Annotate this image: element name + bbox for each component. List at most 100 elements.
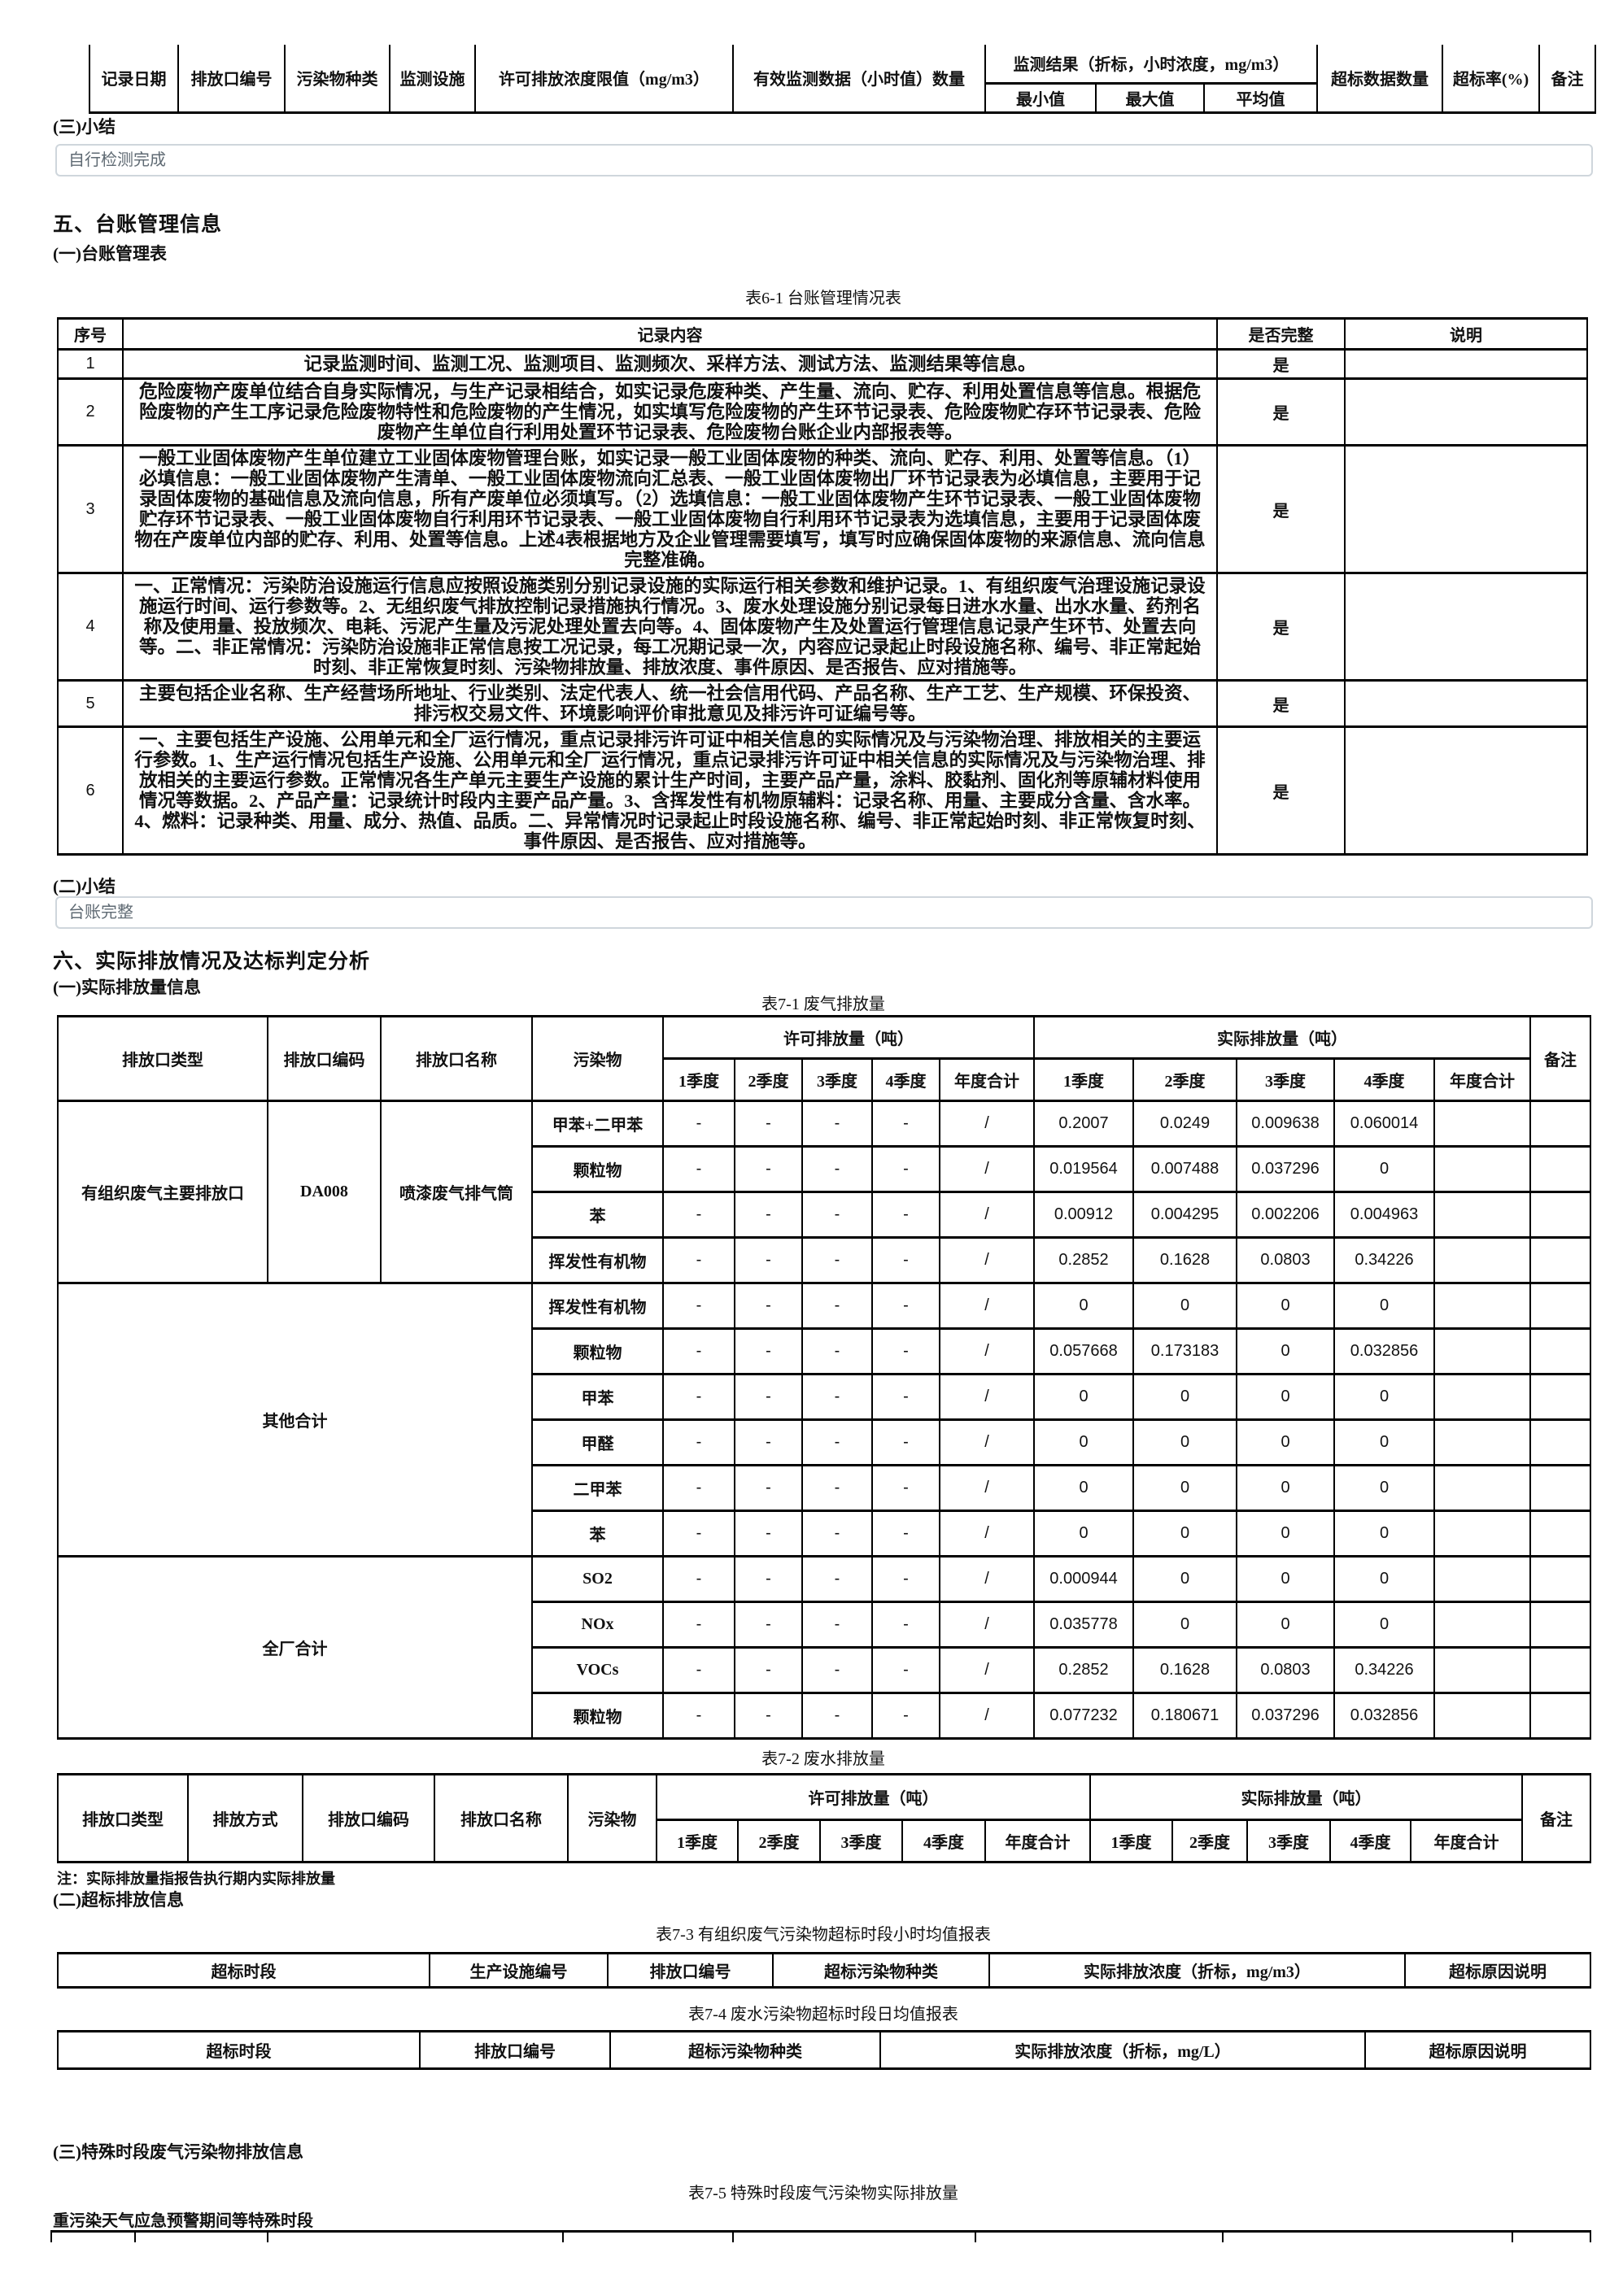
- cell: -: [662, 1236, 735, 1284]
- cell: 二甲苯: [531, 1464, 664, 1512]
- table-row: 1 记录监测时间、监测工况、监测项目、监测频次、采样方法、测试方法、监测结果等信息…: [57, 348, 1588, 380]
- header-cell: 最大值: [1095, 81, 1205, 114]
- cell: [1433, 1601, 1531, 1649]
- cell: 挥发性有机物: [531, 1236, 664, 1284]
- header-cell: 超标污染物种类: [772, 1952, 990, 1989]
- header-cell: 年度合计: [1410, 1819, 1523, 1863]
- cell: [1529, 1236, 1591, 1284]
- cell: 3: [57, 444, 124, 574]
- header-cell: 排放口编码: [267, 1015, 382, 1102]
- cell: /: [939, 1555, 1035, 1603]
- cell: 0.000944: [1033, 1555, 1134, 1603]
- cell: [1433, 1418, 1531, 1466]
- header-cell: 备注: [1538, 45, 1596, 114]
- gas-exceedance-hourly-table-grid: 超标时段 生产设施编号 排放口编号 超标污染物种类 实际排放浓度（折标，mg/m3） 超标…: [57, 1952, 1591, 1989]
- table-row: 序号 记录内容 是否完整 说明: [57, 317, 1588, 351]
- cell: -: [662, 1418, 735, 1466]
- cell: 0.00912: [1033, 1191, 1134, 1239]
- cell: -: [662, 1510, 735, 1558]
- cell: [1529, 1510, 1591, 1558]
- cell: -: [662, 1692, 735, 1740]
- cell: 一般工业固体废物产生单位建立工业固体废物管理台账，如实记录一般工业固体废物的种类…: [122, 444, 1218, 574]
- cell: -: [871, 1327, 940, 1375]
- cell: 0: [1132, 1282, 1237, 1330]
- cell: 0: [1236, 1510, 1335, 1558]
- cell: 0.2852: [1033, 1236, 1134, 1284]
- header-cell: 1季度: [662, 1057, 735, 1102]
- cell: 0: [1033, 1464, 1134, 1512]
- monitoring-summary-box[interactable]: 自行检测完成: [55, 144, 1593, 176]
- header-cell: 4季度: [1329, 1819, 1411, 1863]
- self-monitoring-table-continued: 记录日期 排放口编号 污染物种类 监测设施 许可排放浓度限值（mg/m3） 有效监测数据（…: [89, 45, 1596, 114]
- header-cell: 排放口类型: [57, 1773, 189, 1863]
- ledger-management-table-grid: 序号 记录内容 是否完整 说明 1 记录监测时间、监测工况、监测项目、监测频次、采样方法、…: [57, 317, 1588, 856]
- cell: DA008: [267, 1100, 382, 1284]
- cell: [1433, 1555, 1531, 1603]
- table-row: 排放口类型 排放口编码 排放口名称 污染物 许可排放量（吨） 实际排放量（吨） 备注: [57, 1015, 1591, 1102]
- header-cell: 许可排放浓度限值（mg/m3）: [474, 45, 734, 114]
- header-cell: 记录日期: [89, 45, 179, 114]
- cell: -: [662, 1100, 735, 1148]
- table-row: 最小值 最大值 平均值: [89, 81, 1595, 114]
- cell: 0.037296: [1236, 1692, 1335, 1740]
- table-row: [50, 2230, 1591, 2242]
- cell: 是: [1216, 572, 1346, 682]
- section5-subheading: (一)台账管理表: [53, 244, 167, 264]
- cell: 0.2007: [1033, 1100, 1134, 1148]
- cell: 颗粒物: [531, 1145, 664, 1193]
- cell: 0: [1132, 1418, 1237, 1466]
- table-row: 甲醛 - - - -/0 0 0 0: [58, 1418, 1591, 1466]
- cell: 0: [1132, 1555, 1237, 1603]
- table71-caption: 表7-1 废气排放量: [761, 996, 885, 1013]
- cell: 0: [1132, 1464, 1237, 1512]
- cell: [1433, 1327, 1531, 1375]
- cell: -: [662, 1464, 735, 1512]
- cell: 0: [1033, 1373, 1134, 1421]
- table-row: 4 一、正常情况：污染防治设施运行信息应按照设施类别分别记录设施的实际运行相关参数…: [57, 572, 1588, 682]
- special-period-label: 重污染天气应急预警期间等特殊时段: [53, 2212, 313, 2230]
- cell: 记录监测时间、监测工况、监测项目、监测频次、采样方法、测试方法、监测结果等信息。: [122, 348, 1218, 380]
- header-cell: 说明: [1344, 317, 1588, 351]
- cell: [1433, 1191, 1531, 1239]
- header-cell: 备注: [1529, 1015, 1591, 1102]
- cell: 0.0803: [1236, 1236, 1335, 1284]
- table-row: 其他合计 挥发性有机物 - - - -/0 0 0 0: [57, 1282, 1591, 1558]
- header-cell: 超标率(%): [1442, 45, 1540, 114]
- header-cell: 超标原因说明: [1404, 1952, 1591, 1989]
- cell: 1: [57, 348, 124, 380]
- header-cell: 超标污染物种类: [609, 2030, 881, 2070]
- header-cell: 3季度: [801, 1057, 873, 1102]
- cell: /: [939, 1692, 1035, 1740]
- cell: [1529, 1555, 1591, 1603]
- table-row: 6 一、主要包括生产设施、公用单元和全厂运行情况，重点记录排污许可证中相关信息的实…: [57, 725, 1588, 856]
- monitoring-summary-heading: (三)小结: [53, 117, 116, 137]
- cell: -: [662, 1327, 735, 1375]
- header-cell: 污染物: [531, 1015, 664, 1102]
- cell: 是: [1216, 725, 1346, 856]
- cell: [1433, 1100, 1531, 1148]
- table-row: 3 一般工业固体废物产生单位建立工业固体废物管理台账，如实记录一般工业固体废物的种…: [57, 444, 1588, 574]
- cell: -: [734, 1464, 803, 1512]
- cell: 0.0803: [1236, 1646, 1335, 1694]
- ledger-summary-box[interactable]: 台账完整: [55, 896, 1593, 929]
- table-row: 全厂合计 SO2- - - -/0.000944 0 0 0: [57, 1555, 1591, 1740]
- cell: 0: [1236, 1327, 1335, 1375]
- gas-exceedance-hourly-table: 超标时段 生产设施编号 排放口编号 超标污染物种类 实际排放浓度（折标，mg/m3） 超标…: [57, 1952, 1591, 1989]
- cell: 0: [1333, 1555, 1435, 1603]
- cell: SO2: [531, 1555, 664, 1603]
- cell: [1512, 2230, 1591, 2242]
- cell: -: [801, 1555, 873, 1603]
- cell: [1433, 1510, 1531, 1558]
- cell: [134, 2230, 268, 2242]
- cell: 是: [1216, 377, 1346, 447]
- header-cell: 许可排放量（吨）: [662, 1015, 1035, 1060]
- header-cell: 排放口编号: [419, 2030, 611, 2070]
- header-cell: 排放口名称: [434, 1773, 569, 1863]
- cell: -: [801, 1145, 873, 1193]
- cell: -: [734, 1236, 803, 1284]
- cell: NOx: [531, 1601, 664, 1649]
- cell: 全厂合计: [57, 1555, 533, 1740]
- cell: /: [939, 1236, 1035, 1284]
- table-row: 有组织废气主要排放口 DA008 喷漆废气排气筒 甲苯+二甲苯 - - - -/0.2007 0…: [57, 1100, 1591, 1284]
